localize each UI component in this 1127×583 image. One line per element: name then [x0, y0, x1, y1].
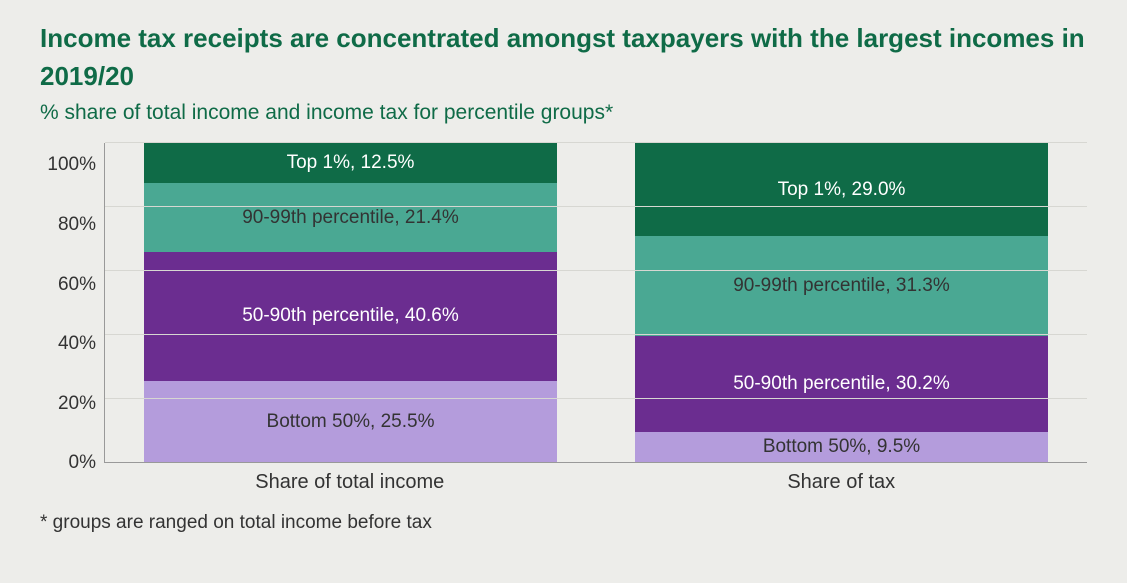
- gridline: [105, 398, 1087, 399]
- y-tick-label: 100%: [40, 154, 96, 176]
- y-tick-label: 40%: [40, 333, 96, 355]
- chart-footnote: * groups are ranged on total income befo…: [40, 512, 1087, 534]
- gridline: [105, 270, 1087, 271]
- bar-income: Top 1%, 12.5%90-99th percentile, 21.4%50…: [144, 143, 556, 462]
- segment-top1: Top 1%, 29.0%: [635, 143, 1047, 236]
- x-tick-label: Share of total income: [143, 471, 556, 494]
- chart-subtitle: % share of total income and income tax f…: [40, 101, 1087, 125]
- y-tick-label: 80%: [40, 214, 96, 236]
- segment-p90_99: 90-99th percentile, 31.3%: [635, 236, 1047, 336]
- bar-tax: Top 1%, 29.0%90-99th percentile, 31.3%50…: [635, 143, 1047, 462]
- y-tick-label: 0%: [40, 452, 96, 474]
- segment-bottom50: Bottom 50%, 9.5%: [635, 432, 1047, 462]
- segment-p50_90: 50-90th percentile, 30.2%: [635, 336, 1047, 432]
- gridline: [105, 334, 1087, 335]
- chart-title: Income tax receipts are concentrated amo…: [40, 20, 1087, 95]
- segment-p90_99: 90-99th percentile, 21.4%: [144, 183, 556, 251]
- segment-bottom50: Bottom 50%, 25.5%: [144, 381, 556, 462]
- gridline: [105, 142, 1087, 143]
- plot-area: Top 1%, 12.5%90-99th percentile, 21.4% 50…: [104, 143, 1087, 463]
- y-axis: 100%80%60%40%20%0%: [40, 143, 96, 463]
- y-tick-label: 60%: [40, 274, 96, 296]
- segment-top1: Top 1%, 12.5%: [144, 143, 556, 183]
- y-tick-label: 20%: [40, 393, 96, 415]
- x-tick-label: Share of tax: [635, 471, 1048, 494]
- x-axis-labels: Share of total income Share of tax: [104, 471, 1087, 494]
- chart-area: 100%80%60%40%20%0% Top 1%, 12.5%90-99th …: [40, 143, 1087, 463]
- gridline: [105, 206, 1087, 207]
